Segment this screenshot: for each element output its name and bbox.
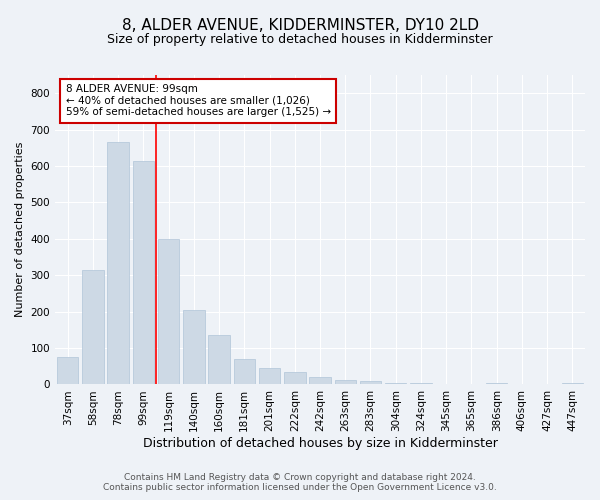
Bar (158, 239, 179, 384)
Bar (309, 377, 331, 384)
Bar (385, 382, 406, 384)
Text: Size of property relative to detached houses in Kidderminster: Size of property relative to detached ho… (107, 32, 493, 46)
Bar (233, 359, 255, 384)
Bar (335, 380, 356, 384)
Bar (57, 357, 79, 384)
Bar (208, 336, 230, 384)
Bar (133, 160, 154, 384)
Bar (360, 381, 381, 384)
Text: 8, ALDER AVENUE, KIDDERMINSTER, DY10 2LD: 8, ALDER AVENUE, KIDDERMINSTER, DY10 2LD (121, 18, 479, 32)
Text: Contains HM Land Registry data © Crown copyright and database right 2024.: Contains HM Land Registry data © Crown c… (124, 474, 476, 482)
Bar (562, 382, 583, 384)
Bar (486, 382, 508, 384)
Bar (82, 270, 104, 384)
Bar (259, 368, 280, 384)
Bar (107, 142, 129, 384)
Y-axis label: Number of detached properties: Number of detached properties (15, 142, 25, 318)
Bar (410, 382, 431, 384)
X-axis label: Distribution of detached houses by size in Kidderminster: Distribution of detached houses by size … (143, 437, 497, 450)
Text: Contains public sector information licensed under the Open Government Licence v3: Contains public sector information licen… (103, 483, 497, 492)
Text: 8 ALDER AVENUE: 99sqm
← 40% of detached houses are smaller (1,026)
59% of semi-d: 8 ALDER AVENUE: 99sqm ← 40% of detached … (65, 84, 331, 117)
Bar (183, 310, 205, 384)
Bar (284, 372, 305, 384)
